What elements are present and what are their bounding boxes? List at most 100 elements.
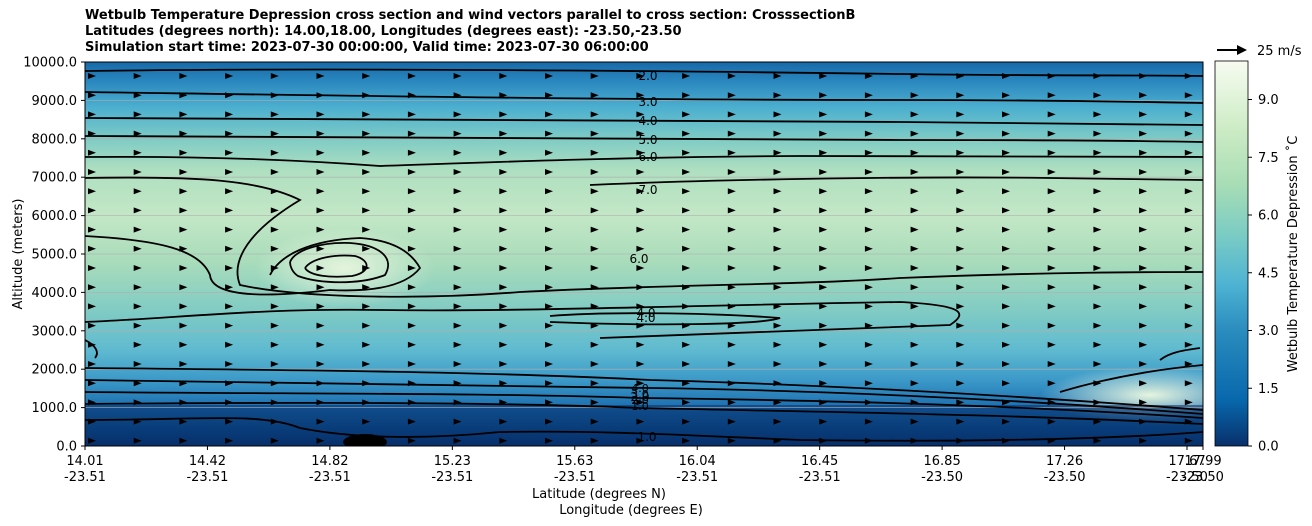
wind-vector-arrow [1139, 188, 1148, 195]
wind-vector-arrow [1139, 361, 1148, 367]
wind-vector-arrow [1093, 437, 1102, 444]
y-tick-label: 0.0 [56, 440, 77, 455]
wind-vector-arrow [225, 73, 234, 79]
wind-vector-arrow [88, 73, 96, 79]
wind-vector-arrow [1139, 111, 1148, 118]
wind-vector-arrow [590, 207, 599, 214]
wind-vector-arrow [88, 341, 96, 348]
wind-vector-arrow [1184, 149, 1193, 156]
wind-vector-arrow [362, 418, 371, 425]
wind-vector-arrow [1047, 418, 1056, 425]
wind-vector-arrow [727, 188, 736, 195]
contour-label: 4.0 [631, 382, 649, 395]
wind-vector-arrow [727, 265, 736, 271]
wind-vector-arrow [316, 92, 325, 99]
wind-vector-arrow [956, 130, 965, 137]
wind-vector-arrow [499, 399, 508, 406]
quiver-key: 25 m/s [1217, 44, 1302, 59]
wind-vector-arrow [407, 169, 416, 175]
wind-vector-arrow [499, 437, 508, 444]
contour-line [85, 235, 422, 296]
wind-vector-arrow [316, 73, 325, 79]
y-tick-label: 6000.0 [32, 209, 78, 224]
wind-vector-arrow [636, 361, 645, 367]
wind-vector-arrow [1047, 322, 1056, 329]
wind-vector-arrow [225, 226, 234, 233]
wind-vector-arrow [1139, 418, 1148, 425]
wind-vector-arrow [864, 437, 873, 444]
wind-vector-arrow [407, 322, 416, 329]
wind-vector-arrow [1002, 322, 1010, 329]
wind-vector-arrow [636, 265, 645, 271]
wind-vector-arrow [590, 92, 599, 99]
wind-vector-arrow [225, 207, 234, 214]
wind-vector-arrow [773, 73, 782, 79]
wind-vector-arrow [864, 341, 873, 348]
wind-vector-arrow [316, 437, 325, 444]
x-tick-label-lon: -23.51 [676, 470, 718, 485]
y-tick-label: 9000.0 [32, 94, 78, 109]
wind-vector-arrow [910, 73, 919, 79]
wind-vector-arrow [133, 341, 142, 348]
wind-vector-arrow [590, 265, 599, 271]
wind-vector-arrow [270, 418, 279, 425]
wind-vector-arrow [1047, 130, 1056, 137]
wind-vector-arrow [179, 130, 188, 137]
wind-vector-arrow [499, 111, 508, 118]
wind-vector-arrow [545, 245, 553, 252]
contour-label: 4.0 [636, 311, 655, 325]
wind-vector-arrow [316, 188, 325, 195]
wind-vector-arrow [133, 380, 142, 387]
wind-vector-arrow [636, 92, 645, 99]
wind-vector-arrow [636, 322, 645, 329]
wind-vector-arrow [773, 207, 782, 214]
wind-vector-arrow [270, 111, 279, 118]
wind-vector-arrow [1002, 341, 1010, 348]
title-line-3: Simulation start time: 2023-07-30 00:00:… [85, 40, 649, 55]
wind-vector-arrow [88, 399, 96, 406]
wind-vector-arrow [1047, 149, 1056, 156]
wind-vector-arrow [225, 418, 234, 425]
wind-vector-arrow [1047, 380, 1056, 387]
wind-vector-arrow [1139, 73, 1148, 79]
wind-vector-arrow [956, 245, 965, 252]
wind-vector-arrow [910, 207, 919, 214]
wind-vector-arrow [819, 265, 828, 271]
wind-vector-arrow [819, 207, 828, 214]
wind-vector-arrow [773, 322, 782, 329]
contour-line [85, 401, 1203, 425]
wind-vector-arrow [1139, 245, 1148, 252]
wind-vector-arrow [362, 284, 371, 291]
wind-vector-arrow [179, 92, 188, 99]
wind-vector-arrow [270, 92, 279, 99]
wind-vector-arrow [590, 245, 599, 252]
wind-vector-arrow [133, 111, 142, 118]
wind-vector-arrow [1139, 399, 1148, 406]
wind-vector-arrow [636, 111, 645, 118]
wind-vector-arrow [1047, 226, 1056, 233]
wind-vector-arrow [864, 418, 873, 425]
contour-line [85, 68, 1203, 77]
wind-vector-arrow [1047, 73, 1056, 79]
wind-vector-arrow [270, 322, 279, 329]
wind-vector-arrow [636, 245, 645, 252]
wind-vector-arrow [727, 361, 736, 367]
wind-vector-arrow [362, 361, 371, 367]
wind-vector-arrow [727, 92, 736, 99]
wind-vector-arrow [407, 188, 416, 195]
wind-vector-arrow [773, 245, 782, 252]
wind-vector-arrow [270, 226, 279, 233]
wind-vector-arrow [910, 399, 919, 406]
wind-vector-arrow [1093, 380, 1102, 387]
wind-vector-arrow [819, 149, 828, 156]
wind-vector-arrow [636, 380, 645, 387]
wind-vector-arrow [499, 265, 508, 271]
wind-vector-arrow [499, 92, 508, 99]
wind-vector-arrow [1002, 149, 1010, 156]
wind-vector-arrow [773, 226, 782, 233]
wind-vector-arrow [682, 303, 691, 310]
wind-vector-arrow [225, 169, 234, 175]
title-line-1: Wetbulb Temperature Depression cross sec… [85, 8, 856, 23]
x-tick-label-lat: 17.99 [1184, 454, 1221, 469]
wind-vector-arrow [453, 265, 462, 271]
